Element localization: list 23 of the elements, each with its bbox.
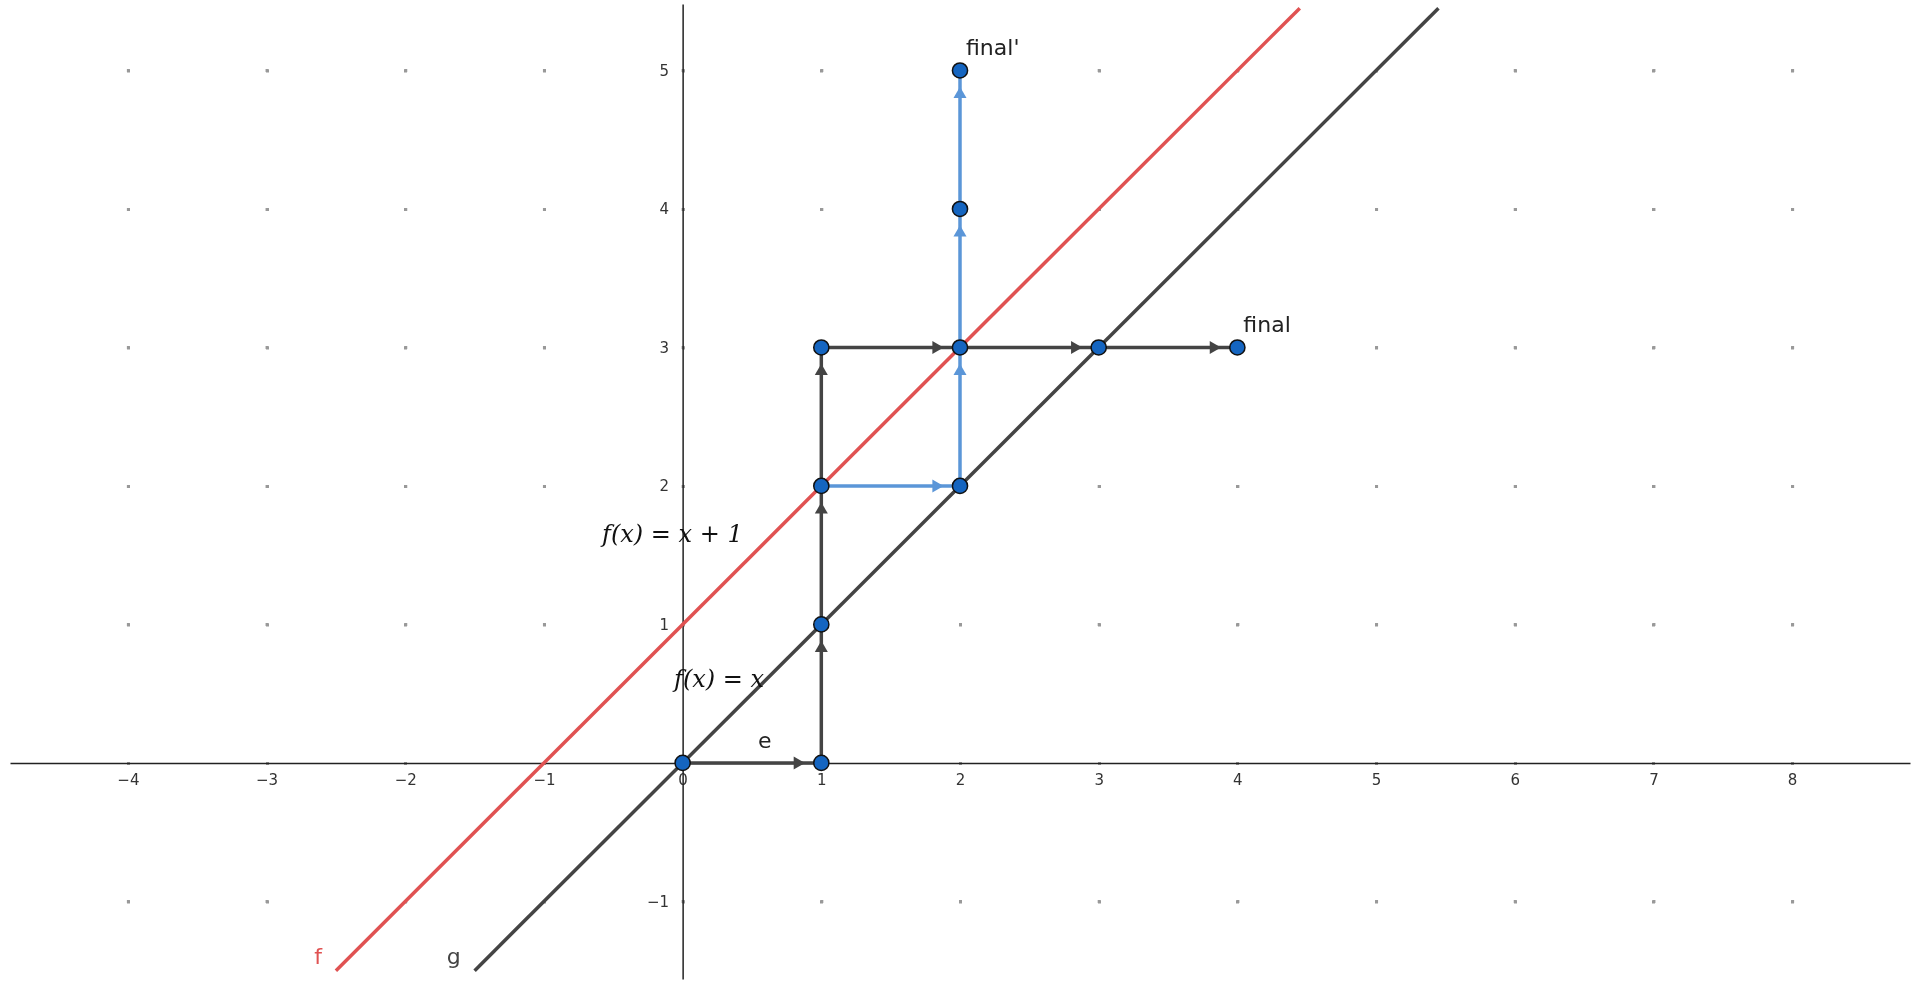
annotation: final	[1243, 312, 1291, 338]
x-tick-label: −1	[533, 771, 556, 790]
x-tick-label: −3	[256, 771, 279, 790]
y-tick-label: 1	[659, 615, 670, 634]
x-tick-label: 1	[817, 771, 827, 790]
x-tick-label: 4	[1233, 771, 1243, 790]
y-tick-label: 2	[659, 477, 670, 496]
x-tick-label: 7	[1649, 771, 1659, 790]
x-tick-label: −2	[394, 771, 417, 790]
y-tick-label: 4	[659, 200, 670, 219]
y-tick-label: −1	[647, 892, 670, 911]
series-label: g	[446, 943, 461, 969]
x-tick-label: 3	[1094, 771, 1104, 790]
annotation: final'	[966, 35, 1020, 61]
y-tick-label: 5	[659, 61, 670, 80]
annotation: e	[757, 727, 772, 753]
x-tick-label: 5	[1371, 771, 1382, 790]
x-tick-label: −4	[117, 771, 140, 790]
series-label: f	[314, 943, 324, 969]
x-tick-label: 2	[955, 771, 966, 790]
x-tick-label: 8	[1787, 771, 1798, 790]
x-tick-label: 6	[1510, 771, 1521, 790]
y-tick-label: 3	[659, 338, 670, 357]
